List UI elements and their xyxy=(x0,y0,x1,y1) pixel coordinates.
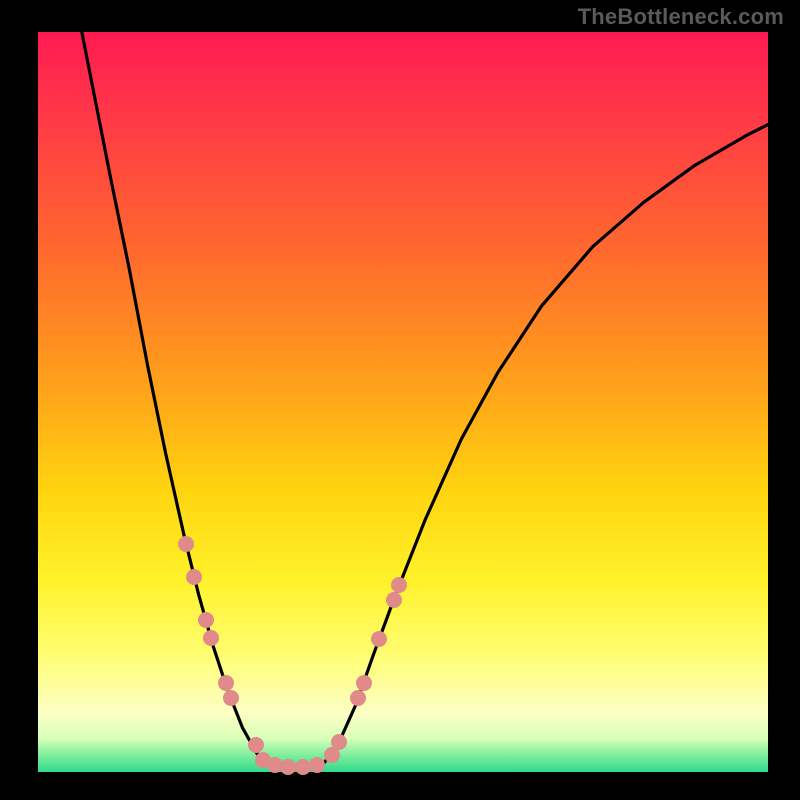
curve-marker xyxy=(371,631,387,647)
curve-marker xyxy=(309,757,325,773)
curve-marker xyxy=(331,734,347,750)
curve-marker xyxy=(186,569,202,585)
curve-marker xyxy=(203,630,219,646)
curve-marker xyxy=(178,536,194,552)
watermark-text: TheBottleneck.com xyxy=(578,4,784,30)
bottleneck-curve xyxy=(38,32,768,772)
curve-marker xyxy=(198,612,214,628)
curve-marker xyxy=(350,690,366,706)
curve-marker xyxy=(280,759,296,775)
curve-path xyxy=(82,32,768,768)
curve-marker xyxy=(386,592,402,608)
plot-area xyxy=(38,32,768,772)
curve-marker xyxy=(223,690,239,706)
curve-marker xyxy=(248,737,264,753)
curve-marker xyxy=(218,675,234,691)
curve-marker xyxy=(356,675,372,691)
curve-marker xyxy=(391,577,407,593)
